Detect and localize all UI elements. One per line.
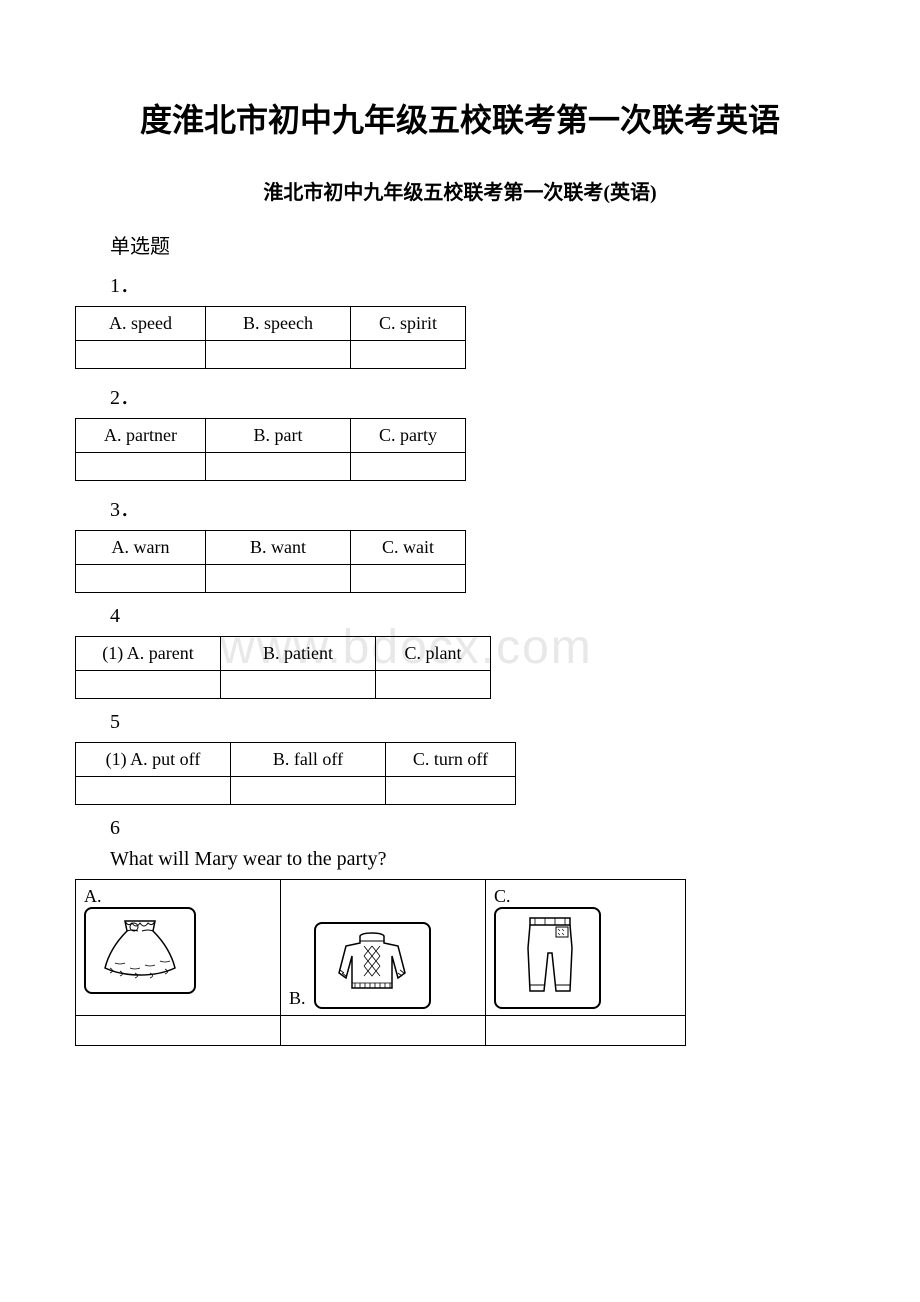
option-4b: B. patient [221, 637, 376, 671]
answer-cell-4a [76, 671, 221, 699]
answer-cell-1c [351, 341, 466, 369]
option-2a: A. partner [76, 419, 206, 453]
section-label: 单选题 [110, 230, 845, 259]
option-4a: (1) A. parent [76, 637, 221, 671]
answer-cell-4b [221, 671, 376, 699]
option-2c: C. party [351, 419, 466, 453]
option-5b: B. fall off [231, 743, 386, 777]
answer-cell-2a [76, 453, 206, 481]
option-2b: B. part [206, 419, 351, 453]
answer-cell-2c [351, 453, 466, 481]
answer-cell-3b [206, 565, 351, 593]
question-number-3: 3． [110, 493, 845, 522]
option-3a: A. warn [76, 531, 206, 565]
answer-cell-5a [76, 777, 231, 805]
option-1a: A. speed [76, 307, 206, 341]
option-3b: B. want [206, 531, 351, 565]
question-number-4: 4 [110, 605, 845, 628]
trousers-icon [494, 907, 601, 1009]
question-number-2: 2． [110, 381, 845, 410]
answer-cell-4c [376, 671, 491, 699]
option-6c-cell: C. [486, 880, 686, 1016]
sweater-icon [314, 922, 431, 1009]
option-table-5: (1) A. put off B. fall off C. turn off [75, 742, 516, 805]
question-number-5: 5 [110, 711, 845, 734]
option-5c: C. turn off [386, 743, 516, 777]
answer-cell-3c [351, 565, 466, 593]
option-table-4: (1) A. parent B. patient C. plant [75, 636, 491, 699]
question-number-6: 6 [110, 817, 845, 840]
answer-cell-2b [206, 453, 351, 481]
question-number-1: 1． [110, 269, 845, 298]
option-5a: (1) A. put off [76, 743, 231, 777]
option-6c-label: C. [494, 886, 511, 906]
skirt-icon [84, 907, 196, 994]
answer-cell-6c [486, 1016, 686, 1046]
option-6b-cell: B. [281, 880, 486, 1016]
image-table-6: A. B. [75, 879, 686, 1046]
answer-cell-5b [231, 777, 386, 805]
answer-cell-1a [76, 341, 206, 369]
option-6a-cell: A. [76, 880, 281, 1016]
answer-cell-6a [76, 1016, 281, 1046]
option-table-2: A. partner B. part C. party [75, 418, 466, 481]
option-3c: C. wait [351, 531, 466, 565]
question-text-6: What will Mary wear to the party? [110, 848, 845, 871]
option-table-3: A. warn B. want C. wait [75, 530, 466, 593]
option-table-1: A. speed B. speech C. spirit [75, 306, 466, 369]
main-title: 度淮北市初中九年级五校联考第一次联考英语 [75, 95, 845, 141]
subtitle: 淮北市初中九年级五校联考第一次联考(英语) [75, 176, 845, 205]
answer-cell-3a [76, 565, 206, 593]
option-1b: B. speech [206, 307, 351, 341]
answer-cell-5c [386, 777, 516, 805]
option-1c: C. spirit [351, 307, 466, 341]
option-6a-label: A. [84, 886, 102, 906]
option-6b-label: B. [289, 988, 306, 1008]
answer-cell-6b [281, 1016, 486, 1046]
option-4c: C. plant [376, 637, 491, 671]
answer-cell-1b [206, 341, 351, 369]
